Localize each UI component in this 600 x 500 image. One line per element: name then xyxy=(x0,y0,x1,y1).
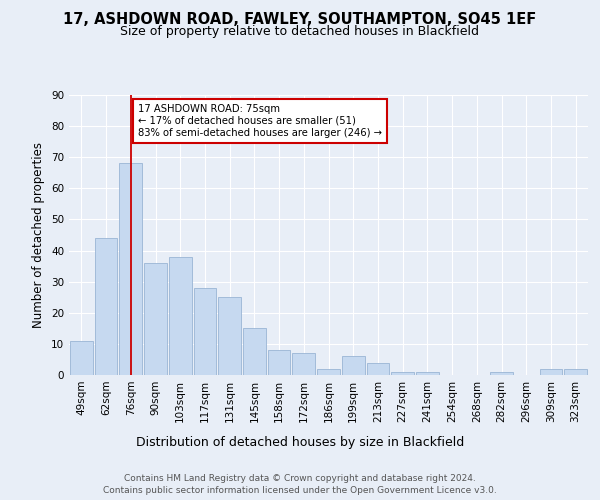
Bar xyxy=(194,288,216,375)
Bar xyxy=(268,350,290,375)
Text: Distribution of detached houses by size in Blackfield: Distribution of detached houses by size … xyxy=(136,436,464,449)
Bar xyxy=(317,369,340,375)
Bar xyxy=(367,362,389,375)
Bar xyxy=(416,372,439,375)
Bar xyxy=(564,369,587,375)
Text: Size of property relative to detached houses in Blackfield: Size of property relative to detached ho… xyxy=(121,25,479,38)
Bar xyxy=(342,356,365,375)
Bar xyxy=(70,341,93,375)
Bar xyxy=(144,263,167,375)
Bar xyxy=(490,372,513,375)
Bar xyxy=(95,238,118,375)
Text: Contains HM Land Registry data © Crown copyright and database right 2024.
Contai: Contains HM Land Registry data © Crown c… xyxy=(103,474,497,495)
Bar xyxy=(169,257,191,375)
Y-axis label: Number of detached properties: Number of detached properties xyxy=(32,142,46,328)
Bar xyxy=(391,372,414,375)
Bar xyxy=(292,353,315,375)
Bar xyxy=(539,369,562,375)
Bar xyxy=(119,164,142,375)
Bar xyxy=(243,328,266,375)
Text: 17 ASHDOWN ROAD: 75sqm
← 17% of detached houses are smaller (51)
83% of semi-det: 17 ASHDOWN ROAD: 75sqm ← 17% of detached… xyxy=(138,104,382,138)
Bar xyxy=(218,297,241,375)
Text: 17, ASHDOWN ROAD, FAWLEY, SOUTHAMPTON, SO45 1EF: 17, ASHDOWN ROAD, FAWLEY, SOUTHAMPTON, S… xyxy=(64,12,536,28)
